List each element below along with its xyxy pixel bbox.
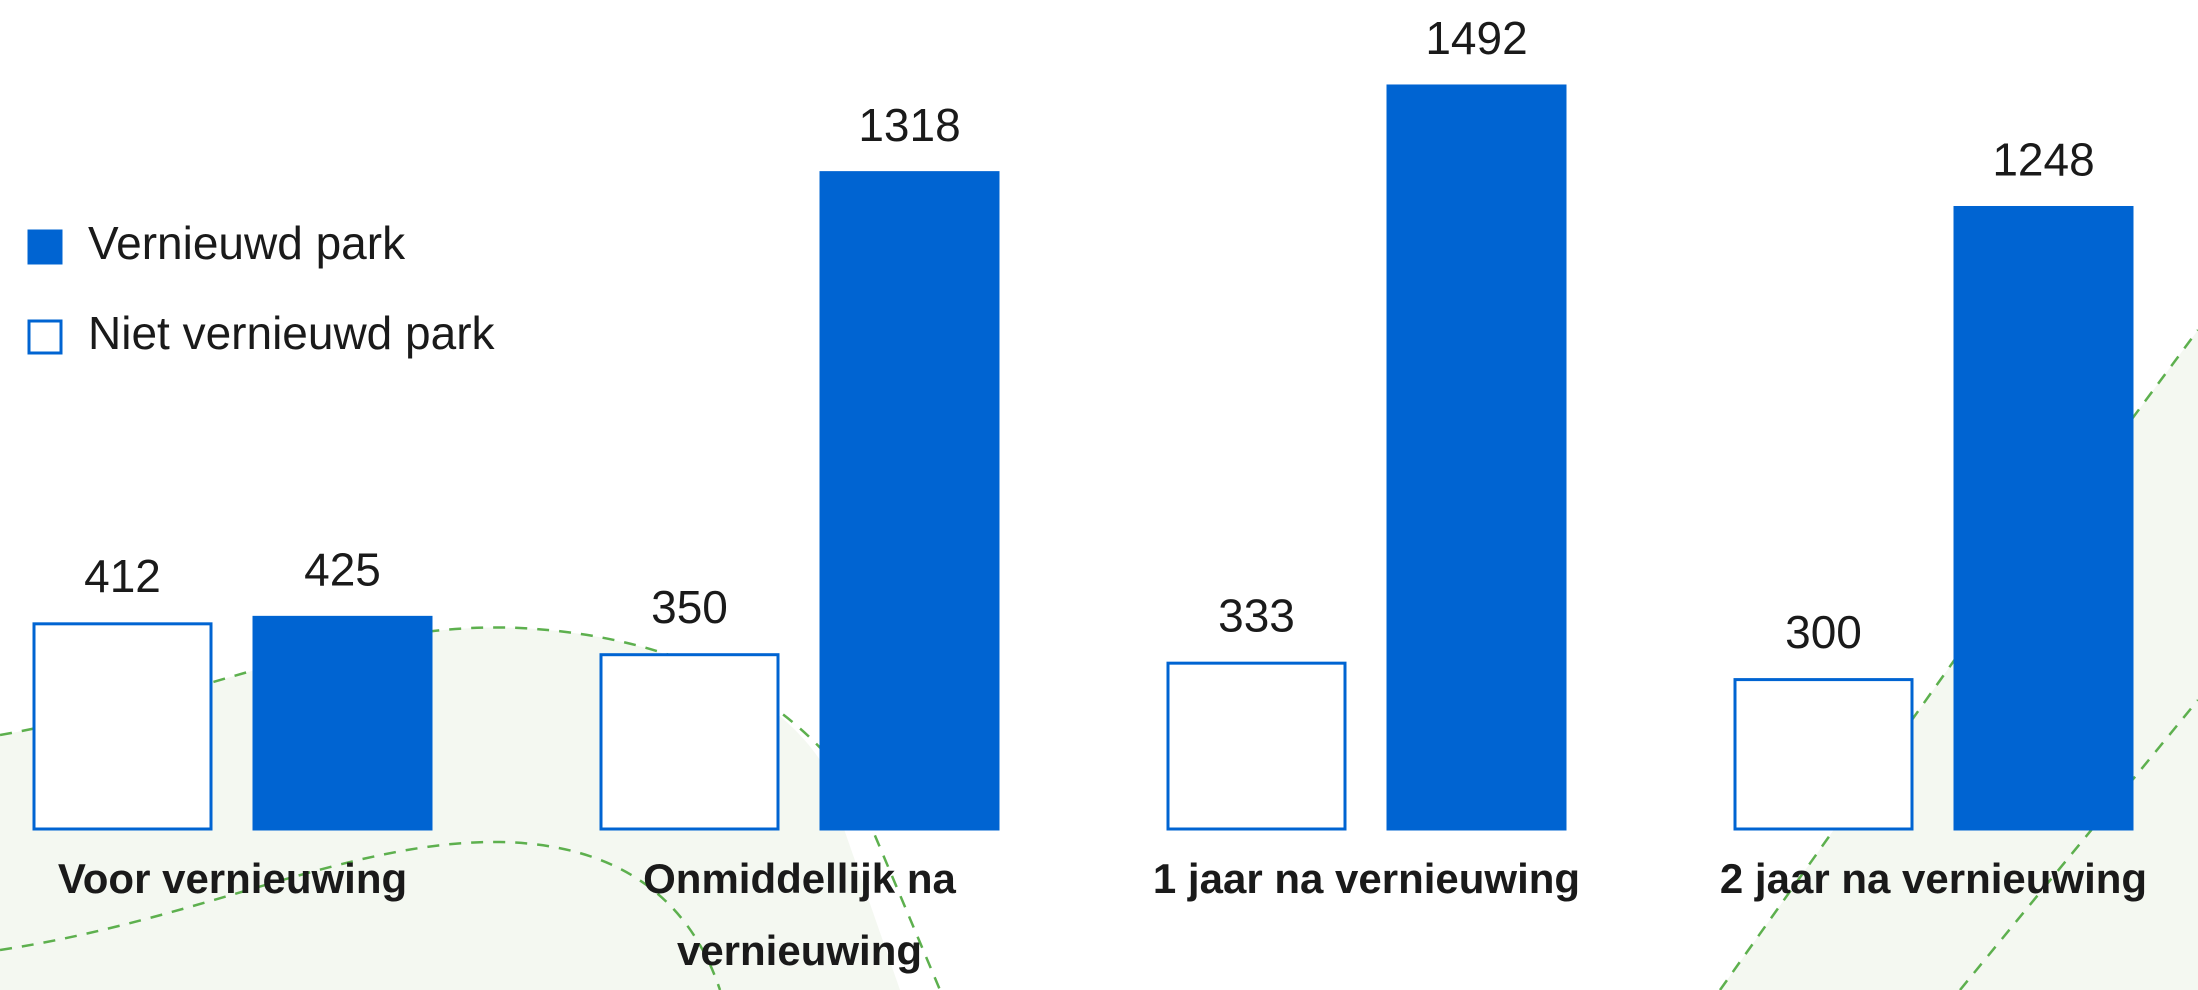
value-label: 350 <box>651 581 728 633</box>
legend-swatch <box>29 231 61 263</box>
bar <box>1735 680 1912 829</box>
bar <box>1388 86 1565 829</box>
value-label: 425 <box>304 544 381 596</box>
value-label: 412 <box>84 550 161 602</box>
chart: 425 412 1318 350 1492 333 1248 300 Vernieuwd par… <box>0 0 2198 990</box>
value-label: 1318 <box>858 99 960 151</box>
value-label: 300 <box>1785 606 1862 658</box>
x-tick-label: 2 jaar na vernieuwing <box>1694 843 2174 915</box>
bar <box>1168 663 1345 829</box>
value-label: 333 <box>1218 589 1295 641</box>
legend-label: Vernieuwd park <box>88 217 406 269</box>
value-label: 1492 <box>1425 12 1527 64</box>
legend-swatch <box>29 321 61 353</box>
bar <box>601 655 778 829</box>
bar <box>254 617 431 829</box>
value-label: 1248 <box>1992 134 2094 186</box>
bar <box>821 173 998 829</box>
x-tick-label: 1 jaar na vernieuwing <box>1127 843 1607 915</box>
page: 425 412 1318 350 1492 333 1248 300 Vernieuwd par… <box>0 0 2198 990</box>
legend-label: Niet vernieuwd park <box>88 307 496 359</box>
bar <box>1955 207 2132 829</box>
x-tick-label: Voor vernieuwing <box>0 843 473 915</box>
bar <box>34 624 211 829</box>
x-tick-label: Onmiddellijk na vernieuwing <box>560 843 1040 987</box>
